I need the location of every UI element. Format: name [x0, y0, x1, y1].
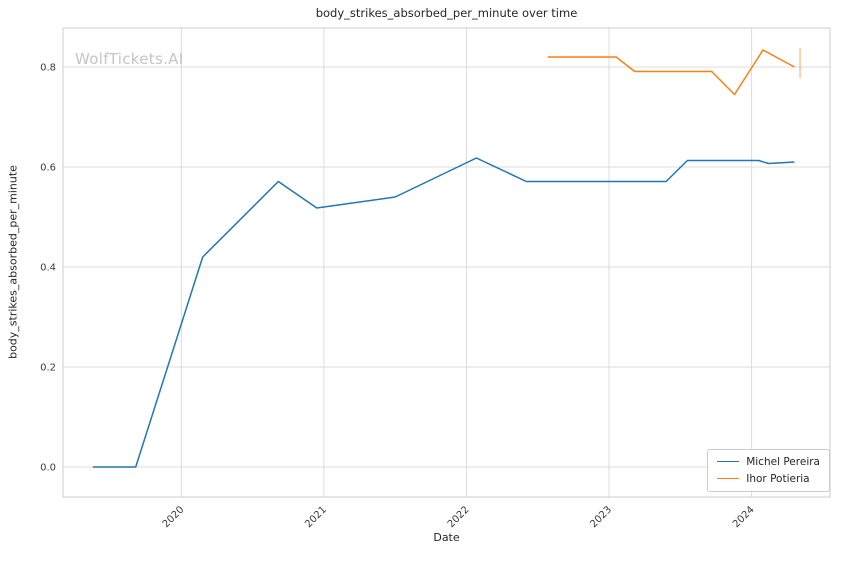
series-line-ihor-potieria: [547, 49, 795, 96]
legend-item: Ihor Potieria: [717, 473, 820, 485]
legend-label: Michel Pereira: [746, 455, 820, 468]
x-axis-label: Date: [433, 531, 460, 544]
x-tick-label: 2022: [446, 504, 472, 530]
chart-title: body_strikes_absorbed_per_minute over ti…: [315, 6, 578, 20]
plot-border: [62, 27, 831, 498]
y-tick-label: 0.8: [40, 63, 56, 74]
y-tick-label: 0.6: [40, 163, 56, 174]
legend-label: Ihor Potieria: [746, 472, 810, 485]
legend: Michel Pereira Ihor Potieria: [707, 448, 830, 492]
y-tick-label: 0.2: [40, 363, 56, 374]
series-line-michel-pereira: [92, 157, 795, 468]
y-tick-label: 0.4: [40, 263, 56, 274]
legend-line-swatch: [717, 461, 740, 463]
watermark: WolfTickets.AI: [75, 50, 184, 68]
x-tick-label: 2021: [303, 504, 329, 530]
y-tick-label: 0.0: [40, 463, 56, 474]
y-axis-label: body_strikes_absorbed_per_minute: [6, 165, 20, 359]
x-tick-label: 2023: [588, 504, 614, 530]
x-tick-label: 2024: [731, 504, 757, 530]
legend-line-swatch: [717, 478, 740, 480]
x-tick-label: 2020: [161, 504, 187, 530]
legend-item: Michel Pereira: [717, 456, 820, 468]
